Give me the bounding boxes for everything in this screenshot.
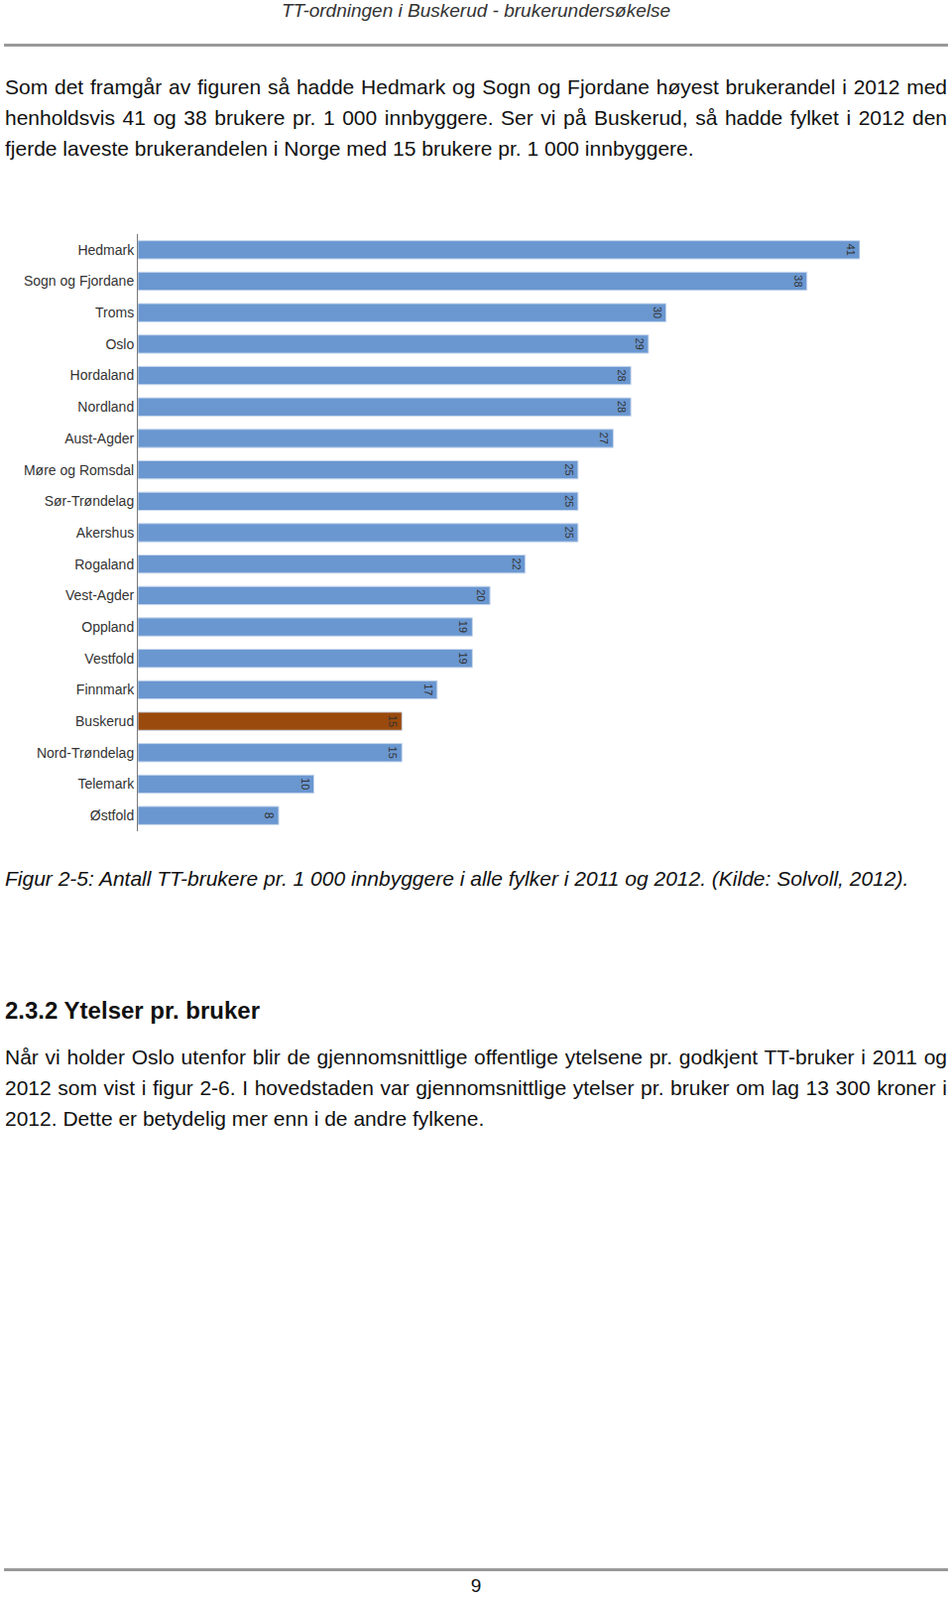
svg-text:28: 28	[615, 400, 628, 413]
svg-text:19: 19	[457, 652, 470, 665]
svg-text:Østfold: Østfold	[90, 807, 134, 824]
svg-text:Vest-Agder: Vest-Agder	[65, 587, 135, 603]
svg-text:Oslo: Oslo	[105, 336, 134, 353]
svg-text:Nordland: Nordland	[77, 398, 134, 415]
html-text:9: 9	[470, 1574, 482, 1596]
svg-text:Møre og Romsdal: Møre og Romsdal	[23, 462, 134, 478]
svg-text:25: 25	[563, 494, 576, 507]
html-text:Som det framgår av figuren så: Som det framgår av figuren så hadde Hedm…	[4, 75, 948, 160]
html-text:2.3.2 Ytelser pr. bruker: 2.3.2 Ytelser pr. bruker	[4, 996, 260, 1024]
html-text:TT-ordningen i Buskerud - bruk: TT-ordningen i Buskerud - brukerundersøk…	[281, 0, 671, 21]
svg-text:25: 25	[563, 463, 576, 476]
svg-text:Troms: Troms	[95, 304, 134, 321]
svg-text:Sør-Trøndelag: Sør-Trøndelag	[44, 492, 135, 509]
svg-text:19: 19	[457, 620, 470, 633]
svg-text:8: 8	[261, 812, 276, 820]
svg-text:Akershus: Akershus	[76, 524, 134, 541]
svg-text:15: 15	[386, 714, 399, 727]
svg-text:Finnmark: Finnmark	[76, 681, 135, 698]
svg-text:27: 27	[597, 432, 610, 445]
svg-text:20: 20	[475, 589, 487, 601]
svg-text:Nord-Trøndelag: Nord-Trøndelag	[36, 744, 134, 761]
svg-text:15: 15	[386, 746, 399, 759]
svg-text:17: 17	[422, 683, 435, 696]
svg-text:30: 30	[651, 306, 664, 319]
svg-text:38: 38	[792, 274, 805, 287]
svg-text:Oppland: Oppland	[81, 618, 134, 635]
svg-text:Hordaland: Hordaland	[70, 366, 135, 383]
svg-text:Telemark: Telemark	[77, 775, 135, 792]
svg-text:Vestfold: Vestfold	[84, 650, 134, 667]
svg-text:Rogaland: Rogaland	[74, 556, 134, 573]
svg-text:25: 25	[563, 526, 576, 539]
svg-text:Buskerud: Buskerud	[75, 713, 134, 729]
svg-text:22: 22	[510, 558, 523, 571]
html-text:Når vi holder Oslo utenfor bli: Når vi holder Oslo utenfor blir de gjenn…	[4, 1045, 948, 1130]
svg-text:29: 29	[633, 338, 646, 351]
svg-text:41: 41	[844, 243, 857, 256]
svg-text:Aust-Agder: Aust-Agder	[64, 430, 134, 447]
svg-text:28: 28	[615, 368, 628, 381]
html-text:Figur 2-5: Antall TT-brukere p: Figur 2-5: Antall TT-brukere pr. 1 000 i…	[4, 866, 909, 890]
svg-text:Hedmark: Hedmark	[77, 241, 135, 258]
svg-text:Sogn og Fjordane: Sogn og Fjordane	[23, 272, 135, 289]
svg-text:10: 10	[299, 777, 312, 790]
